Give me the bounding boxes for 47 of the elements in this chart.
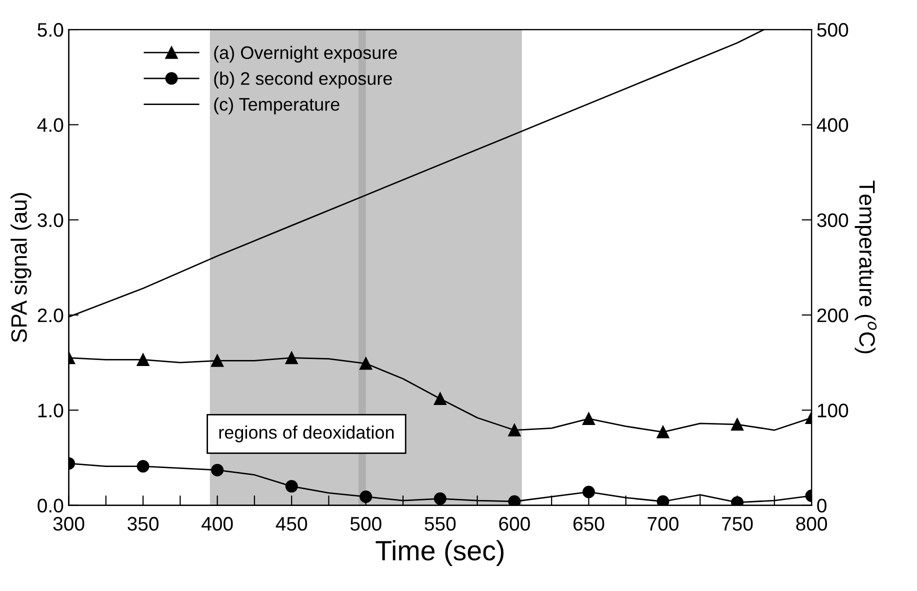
x-tick-label: 750 [722,516,753,531]
y-tick-label: 1.0 [38,404,64,418]
y-tick-label: 5.0 [38,23,64,37]
point [211,464,224,476]
x-tick-label: 650 [573,516,604,531]
y-tick-label: 4.0 [37,118,64,132]
x-tick-label: 350 [128,516,159,531]
point [434,392,446,405]
point [136,353,150,366]
point [582,412,595,425]
y-tick-label: 2.0 [38,308,64,322]
point [656,495,670,506]
point [360,357,372,370]
x-tick-label: 400 [202,516,233,531]
x-tick-label: 450 [276,516,308,531]
y2-tick-label: 200 [817,308,848,322]
point [508,424,521,436]
y2-tick-label: 0 [817,498,826,513]
point [656,426,670,438]
x-tick-label: 300 [53,516,84,531]
point [582,486,595,498]
point [434,492,446,505]
y2-tick-label: 500 [817,23,848,37]
y-tick-label: 3.0 [38,213,64,228]
x-tick-label: 600 [499,516,530,531]
x-tick-label: 700 [648,516,678,531]
x-axis-title: Time (sec) [376,540,504,566]
legend-label: (b) 2 second exposure [214,72,392,88]
y-axis-title: SPA signal (au) [10,193,32,342]
point [285,480,298,493]
point [211,354,224,367]
y2-tick-label: 100 [818,404,848,418]
x-tick-label: 550 [424,516,456,531]
x-tick-label: 500 [350,516,382,531]
point [360,490,372,503]
legend-label: (c) Temperature [214,98,340,114]
point [508,495,521,506]
legend-label: (a) Overnight exposure [214,46,397,63]
y-tick-label: 0.0 [38,498,64,513]
y2-tick-label: 300 [817,213,848,228]
x-tick-label: 800 [796,516,828,531]
y2-tick-label: 400 [816,118,848,132]
y2-axis-title: Temperature ($^{o}$C) [854,180,877,354]
point [285,352,298,364]
point [136,460,150,473]
point [731,418,744,431]
annotation: regions of deoxidation [219,426,394,442]
